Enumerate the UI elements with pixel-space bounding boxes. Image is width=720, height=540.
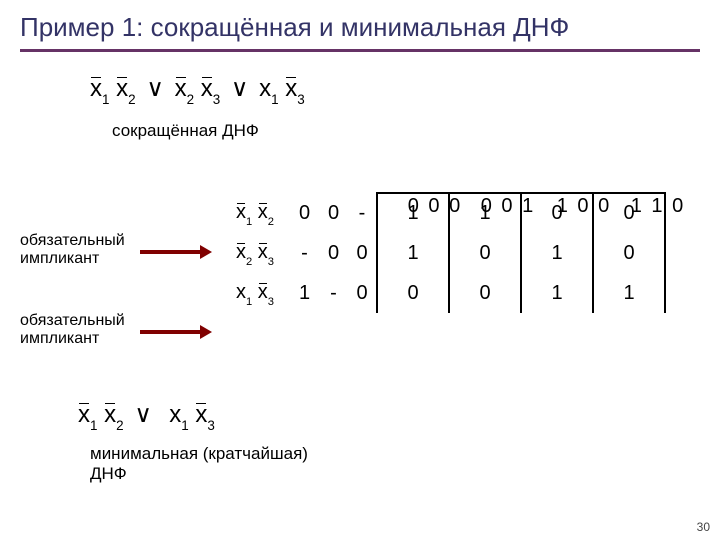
- implicant-term: x1 x3: [220, 273, 290, 313]
- value-cell: 0: [449, 233, 521, 273]
- top-formula: x1 x2 ∨ x2 x3 ∨ x1 x3: [0, 74, 720, 105]
- arrow-right-icon: [140, 325, 212, 339]
- implicant-term: x2 x3: [220, 233, 290, 273]
- bit-cell: 0: [348, 233, 377, 273]
- value-cell: 1: [521, 233, 593, 273]
- slide-title: Пример 1: сокращённая и минимальная ДНФ: [0, 0, 720, 49]
- reduced-dnf-label: сокращённая ДНФ: [0, 121, 720, 141]
- bit-cell: 0: [348, 273, 377, 313]
- value-cell: 1: [593, 273, 665, 313]
- essential-implicant-label: обязательный импликант: [20, 232, 140, 269]
- bit-cell: 0: [290, 193, 319, 233]
- value-cell: 0: [377, 273, 449, 313]
- minimal-dnf-label: минимальная (кратчайшая) ДНФ: [90, 444, 310, 484]
- value-cell: 1: [377, 193, 449, 233]
- bit-cell: -: [290, 233, 319, 273]
- bit-cell: 1: [290, 273, 319, 313]
- implicant-term: x1 x2: [220, 193, 290, 233]
- value-cell: 1: [521, 273, 593, 313]
- value-cell: 1: [377, 233, 449, 273]
- value-cell: 0: [521, 193, 593, 233]
- value-cell: 0: [449, 273, 521, 313]
- value-cell: 1: [449, 193, 521, 233]
- essential-implicant-label: обязательный импликант: [20, 312, 140, 349]
- arrow-right-icon: [140, 245, 212, 259]
- title-underline: [20, 49, 700, 52]
- page-number: 30: [697, 520, 710, 534]
- value-cell: 0: [593, 233, 665, 273]
- value-cell: 0: [593, 193, 665, 233]
- bottom-formula: x1 x2 ∨ x1 x3: [0, 400, 215, 431]
- implicant-table: x1 x2 0 0 - 1 1 0 0 x2 x3 - 0 0 1 0 1 0 …: [220, 192, 666, 313]
- bit-cell: 0: [319, 233, 348, 273]
- bit-cell: -: [348, 193, 377, 233]
- bit-cell: 0: [319, 193, 348, 233]
- bit-cell: -: [319, 273, 348, 313]
